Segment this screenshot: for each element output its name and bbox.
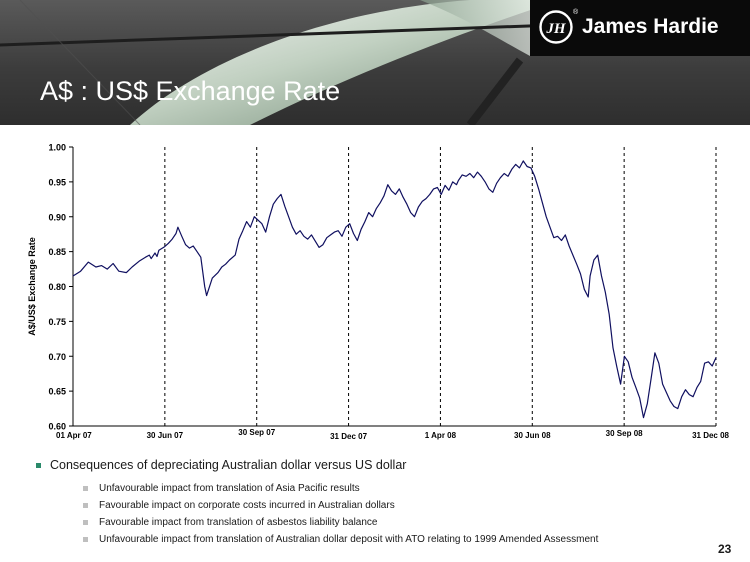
date-label: 31 Dec 07 xyxy=(330,432,367,441)
logo-mark-text: JH xyxy=(545,21,567,37)
bullet-sub: Unfavourable impact from translation of … xyxy=(36,531,736,548)
y-tick-label: 0.95 xyxy=(48,177,66,187)
slide-header: JH ® James Hardie A$ : US$ Exchange Rate xyxy=(0,0,750,125)
y-tick-label: 1.00 xyxy=(48,143,66,153)
y-tick-label: 0.80 xyxy=(48,282,66,292)
james-hardie-logo-icon: JH xyxy=(539,10,573,44)
date-label: 01 Apr 07 xyxy=(56,431,92,440)
date-label: 30 Sep 08 xyxy=(606,429,643,438)
registered-mark: ® xyxy=(573,9,579,16)
date-label: 30 Jun 07 xyxy=(147,431,184,440)
bullet-list: Consequences of depreciating Australian … xyxy=(36,458,736,548)
plot-area: 0.60 0.65 0.70 0.75 0.80 0.85 0.90 0.95 1.00 A$/U… xyxy=(27,143,730,442)
y-tick-label: 0.70 xyxy=(48,352,66,362)
page-number: 23 xyxy=(718,542,732,556)
exchange-rate-series-line xyxy=(72,160,717,419)
exchange-rate-chart: 0.60 0.65 0.70 0.75 0.80 0.85 0.90 0.95 1.00 A$/U… xyxy=(27,143,730,442)
y-tick-label: 0.75 xyxy=(48,317,66,327)
slide-title: A$ : US$ Exchange Rate xyxy=(40,76,341,106)
bullet-sub: Favourable impact on corporate costs inc… xyxy=(36,497,736,514)
y-tick-label: 0.65 xyxy=(48,387,66,397)
logo-box: JH ® James Hardie xyxy=(530,0,750,56)
y-tick-label: 0.85 xyxy=(48,247,66,257)
bullet-sub: Unfavourable impact from translation of … xyxy=(36,480,736,497)
logo-text: James Hardie xyxy=(582,15,719,38)
bullet-main: Consequences of depreciating Australian … xyxy=(36,458,736,476)
date-label: 30 Jun 08 xyxy=(514,431,551,440)
date-label: 1 Apr 08 xyxy=(425,431,457,440)
date-label: 30 Sep 07 xyxy=(238,428,275,437)
y-tick-label: 0.60 xyxy=(48,422,66,432)
date-label: 31 Dec 08 xyxy=(692,431,729,440)
bullet-sub: Favourable impact from translation of as… xyxy=(36,514,736,531)
y-axis-label: A$/US$ Exchange Rate xyxy=(27,237,37,336)
y-tick-label: 0.90 xyxy=(48,212,66,222)
